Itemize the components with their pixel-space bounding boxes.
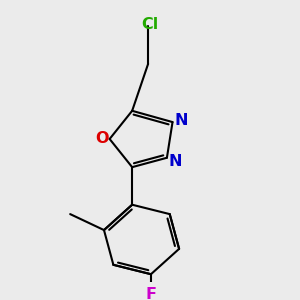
Text: O: O [95,131,109,146]
Text: F: F [146,287,156,300]
Text: N: N [169,154,182,169]
Text: Cl: Cl [141,17,159,32]
Text: N: N [174,113,188,128]
